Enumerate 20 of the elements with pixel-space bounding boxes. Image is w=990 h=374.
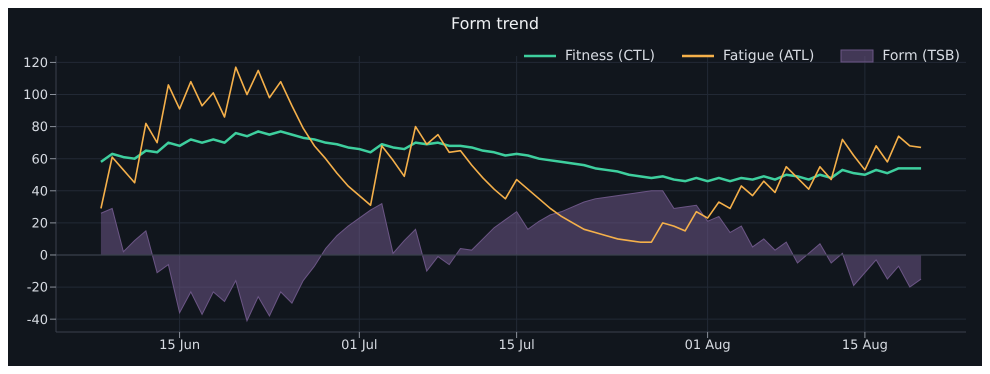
x-tick-label: 15 Aug xyxy=(842,338,888,354)
legend-label: Fitness (CTL) xyxy=(564,48,655,64)
legend-label: Form (TSB) xyxy=(882,48,960,64)
line-series xyxy=(100,130,922,182)
y-tick-label: 40 xyxy=(31,184,48,200)
x-tick-label: 15 Jun xyxy=(159,338,200,354)
y-tick-label: -40 xyxy=(26,312,48,328)
y-tick-label: 60 xyxy=(31,152,48,168)
x-tick-label: 15 Jul xyxy=(498,338,535,354)
y-tick-label: 20 xyxy=(31,216,48,232)
line-series xyxy=(100,66,922,243)
y-tick-label: 0 xyxy=(40,248,48,264)
legend-label: Fatigue (ATL) xyxy=(722,48,814,64)
y-tick-label: 120 xyxy=(23,56,48,72)
x-tick-label: 01 Jul xyxy=(341,338,378,354)
y-tick-label: 80 xyxy=(31,120,48,136)
y-tick-label: -20 xyxy=(26,280,48,296)
y-tick-label: 100 xyxy=(23,88,48,104)
chart-title: Form trend xyxy=(450,14,540,33)
x-tick-label: 01 Aug xyxy=(684,338,731,354)
